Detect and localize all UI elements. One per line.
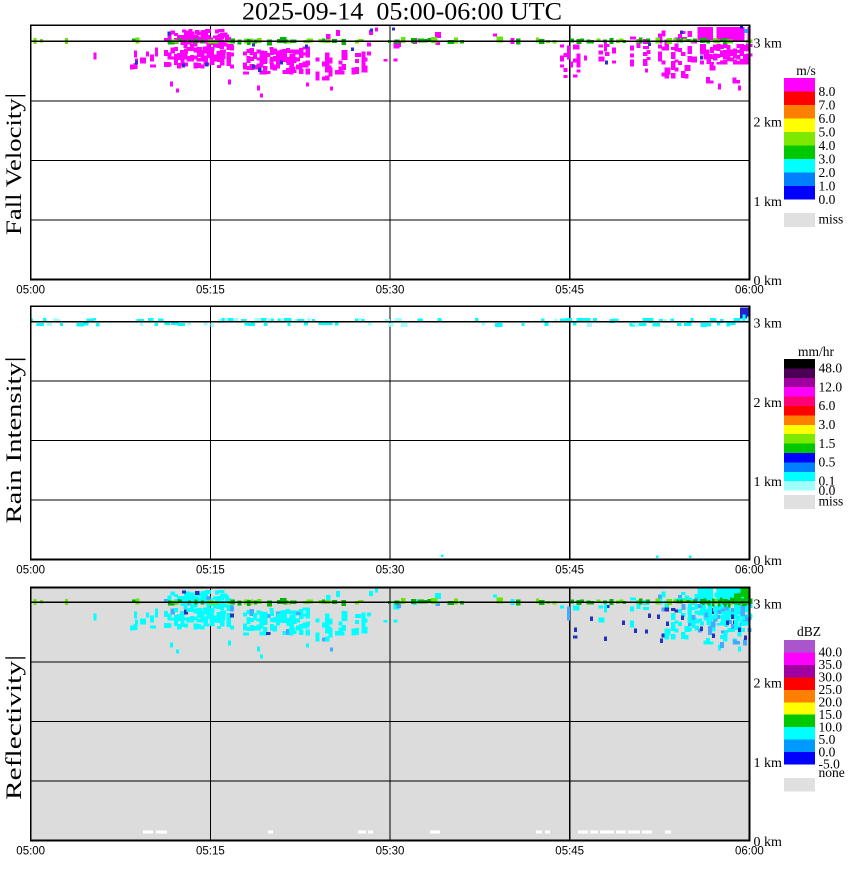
svg-text:0.1: 0.1 — [819, 473, 836, 488]
svg-text:0 km: 0 km — [754, 554, 783, 569]
svg-text:05:30: 05:30 — [376, 565, 405, 577]
svg-text:Rain Intensity|: Rain Intensity| — [1, 357, 26, 524]
svg-text:05:45: 05:45 — [555, 565, 584, 577]
svg-text:1 km: 1 km — [754, 756, 783, 771]
svg-text:3.0: 3.0 — [819, 417, 836, 432]
svg-text:0 km: 0 km — [754, 274, 783, 289]
svg-text:3 km: 3 km — [754, 597, 783, 612]
svg-text:05:15: 05:15 — [196, 285, 225, 297]
svg-text:4.0: 4.0 — [819, 138, 836, 153]
svg-text:05:45: 05:45 — [555, 846, 584, 858]
svg-text:8.0: 8.0 — [819, 84, 836, 99]
svg-text:0.0: 0.0 — [819, 483, 836, 498]
svg-text:35.0: 35.0 — [819, 657, 843, 672]
svg-text:-5.0: -5.0 — [819, 757, 841, 772]
svg-text:2 km: 2 km — [754, 677, 783, 692]
svg-text:20.0: 20.0 — [819, 694, 843, 709]
svg-text:05:15: 05:15 — [196, 846, 225, 858]
svg-text:0.0: 0.0 — [819, 192, 836, 207]
svg-text:1.0: 1.0 — [819, 179, 836, 194]
svg-text:Reflectivity|: Reflectivity| — [1, 655, 26, 800]
svg-text:06:00: 06:00 — [735, 846, 764, 858]
svg-text:1 km: 1 km — [754, 195, 783, 210]
svg-text:0.5: 0.5 — [819, 455, 836, 470]
svg-text:0 km: 0 km — [754, 835, 783, 850]
svg-text:6.0: 6.0 — [819, 111, 836, 126]
svg-text:dBZ: dBZ — [797, 624, 821, 639]
svg-text:m/s: m/s — [796, 63, 816, 78]
svg-text:1 km: 1 km — [754, 475, 783, 490]
svg-text:none: none — [819, 765, 845, 780]
svg-text:0.0: 0.0 — [819, 744, 836, 759]
svg-text:3 km: 3 km — [754, 317, 783, 332]
svg-text:miss: miss — [819, 494, 844, 509]
svg-text:2025-09-14 05:00-06:00 UTC: 2025-09-14 05:00-06:00 UTC — [242, 0, 562, 26]
svg-text:15.0: 15.0 — [819, 707, 843, 722]
svg-text:10.0: 10.0 — [819, 719, 843, 734]
svg-text:05:00: 05:00 — [16, 846, 45, 858]
svg-text:05:30: 05:30 — [376, 285, 405, 297]
svg-text:25.0: 25.0 — [819, 682, 843, 697]
svg-text:05:45: 05:45 — [555, 285, 584, 297]
svg-text:40.0: 40.0 — [819, 645, 843, 660]
svg-text:06:00: 06:00 — [735, 285, 764, 297]
svg-text:mm/hr: mm/hr — [798, 344, 835, 359]
svg-text:06:00: 06:00 — [735, 565, 764, 577]
svg-text:7.0: 7.0 — [819, 98, 836, 113]
svg-text:12.0: 12.0 — [819, 379, 843, 394]
svg-text:05:15: 05:15 — [196, 565, 225, 577]
svg-text:2 km: 2 km — [754, 396, 783, 411]
svg-text:2 km: 2 km — [754, 116, 783, 131]
svg-text:05:00: 05:00 — [16, 285, 45, 297]
svg-text:48.0: 48.0 — [819, 361, 843, 376]
svg-text:Fall Velocity|: Fall Velocity| — [1, 93, 26, 235]
svg-text:3.0: 3.0 — [819, 152, 836, 167]
svg-text:6.0: 6.0 — [819, 398, 836, 413]
svg-text:1.5: 1.5 — [819, 436, 836, 451]
svg-text:2.0: 2.0 — [819, 165, 836, 180]
svg-text:5.0: 5.0 — [819, 125, 836, 140]
svg-text:3 km: 3 km — [754, 36, 783, 51]
svg-text:30.0: 30.0 — [819, 670, 843, 685]
svg-text:miss: miss — [819, 212, 844, 227]
svg-text:05:00: 05:00 — [16, 565, 45, 577]
svg-text:5.0: 5.0 — [819, 732, 836, 747]
svg-text:05:30: 05:30 — [376, 846, 405, 858]
